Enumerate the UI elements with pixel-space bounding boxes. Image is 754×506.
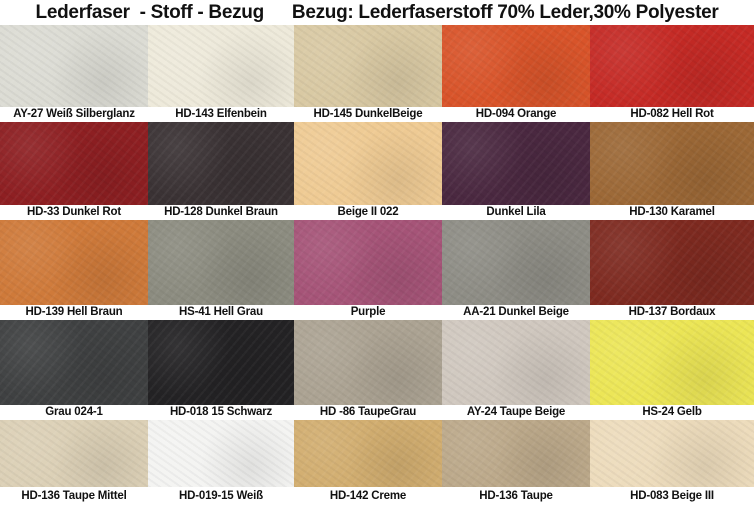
color-swatch <box>442 320 590 405</box>
swatch-label: HD-33 Dunkel Rot <box>0 205 148 220</box>
swatch-item: Purple <box>294 220 442 320</box>
color-swatch <box>590 320 754 405</box>
swatch-item: HD-018 15 Schwarz <box>148 320 294 420</box>
swatch-item: AY-27 Weiß Silberglanz <box>0 25 148 122</box>
title-right: Bezug: Lederfaserstoff 70% Leder,30% Pol… <box>291 1 719 23</box>
swatch-label: AY-24 Taupe Beige <box>442 405 590 420</box>
swatch-label: HD-143 Elfenbein <box>148 107 294 122</box>
swatch-label: HD-142 Creme <box>294 487 442 506</box>
color-swatch <box>294 320 442 405</box>
swatch-label: HD-137 Bordaux <box>590 305 754 320</box>
color-swatch <box>148 320 294 405</box>
color-swatch <box>590 25 754 107</box>
color-swatch <box>0 220 148 305</box>
swatch-item: HD-019-15 Weiß <box>148 420 294 506</box>
color-swatch <box>294 420 442 487</box>
swatch-grid: AY-27 Weiß Silberglanz HD-143 Elfenbein HD… <box>0 25 754 506</box>
swatch-item: HD-142 Creme <box>294 420 442 506</box>
color-swatch <box>148 420 294 487</box>
swatch-label: HS-24 Gelb <box>590 405 754 420</box>
swatch-item: AA-21 Dunkel Beige <box>442 220 590 320</box>
color-swatch <box>0 420 148 487</box>
color-swatch <box>0 320 148 405</box>
swatch-item: HS-41 Hell Grau <box>148 220 294 320</box>
swatch-label: Dunkel Lila <box>442 205 590 220</box>
swatch-item: HD-136 Taupe <box>442 420 590 506</box>
swatch-item: HD-139 Hell Braun <box>0 220 148 320</box>
swatch-label: Purple <box>294 305 442 320</box>
swatch-label: AA-21 Dunkel Beige <box>442 305 590 320</box>
color-swatch <box>0 25 148 107</box>
swatch-item: HD-094 Orange <box>442 25 590 122</box>
color-swatch <box>442 220 590 305</box>
color-swatch <box>442 122 590 205</box>
swatch-item: Dunkel Lila <box>442 122 590 220</box>
swatch-item: HD-137 Bordaux <box>590 220 754 320</box>
swatch-label: Beige II 022 <box>294 205 442 220</box>
swatch-label: HS-41 Hell Grau <box>148 305 294 320</box>
swatch-label: HD-145 DunkelBeige <box>294 107 442 122</box>
color-swatch <box>442 25 590 107</box>
swatch-label: HD-139 Hell Braun <box>0 305 148 320</box>
page-title: Lederfaser - Stoff - Bezug Bezug: Lederf… <box>0 0 754 25</box>
color-swatch <box>590 122 754 205</box>
swatch-item: HD-145 DunkelBeige <box>294 25 442 122</box>
swatch-label: HD-136 Taupe <box>442 487 590 506</box>
swatch-label: HD-136 Taupe Mittel <box>0 487 148 506</box>
color-swatch <box>294 25 442 107</box>
swatch-item: HD-136 Taupe Mittel <box>0 420 148 506</box>
swatch-item: HD-143 Elfenbein <box>148 25 294 122</box>
color-swatch <box>148 25 294 107</box>
swatch-item: HD-128 Dunkel Braun <box>148 122 294 220</box>
swatch-item: HD-083 Beige III <box>590 420 754 506</box>
color-swatch <box>442 420 590 487</box>
swatch-item: HD-130 Karamel <box>590 122 754 220</box>
swatch-item: HS-24 Gelb <box>590 320 754 420</box>
swatch-label: HD-082 Hell Rot <box>590 107 754 122</box>
swatch-item: HD -86 TaupeGrau <box>294 320 442 420</box>
swatch-label: HD-128 Dunkel Braun <box>148 205 294 220</box>
swatch-label: HD-019-15 Weiß <box>148 487 294 506</box>
color-swatch <box>0 122 148 205</box>
color-swatch <box>590 220 754 305</box>
color-swatch <box>148 122 294 205</box>
color-swatch <box>294 122 442 205</box>
color-swatch <box>148 220 294 305</box>
color-swatch <box>590 420 754 487</box>
swatch-label: AY-27 Weiß Silberglanz <box>0 107 148 122</box>
swatch-label: HD-130 Karamel <box>590 205 754 220</box>
swatch-label: HD-094 Orange <box>442 107 590 122</box>
swatch-label: HD -86 TaupeGrau <box>294 405 442 420</box>
swatch-item: Grau 024-1 <box>0 320 148 420</box>
swatch-label: HD-018 15 Schwarz <box>148 405 294 420</box>
swatch-item: Beige II 022 <box>294 122 442 220</box>
color-swatch <box>294 220 442 305</box>
swatch-label: Grau 024-1 <box>0 405 148 420</box>
swatch-item: HD-33 Dunkel Rot <box>0 122 148 220</box>
swatch-item: AY-24 Taupe Beige <box>442 320 590 420</box>
title-left: Lederfaser - Stoff - Bezug <box>35 1 265 23</box>
swatch-item: HD-082 Hell Rot <box>590 25 754 122</box>
swatch-label: HD-083 Beige III <box>590 487 754 506</box>
